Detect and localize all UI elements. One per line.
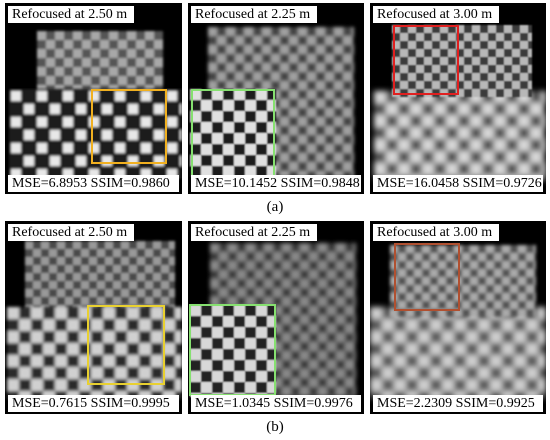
panel-b-1: Refocused at 2.50 m MSE=0.7615 SSIM=0.99… xyxy=(5,221,182,414)
highlight-box xyxy=(393,25,459,95)
highlight-box xyxy=(191,89,275,179)
highlight-box xyxy=(91,89,167,164)
checkerboard-image xyxy=(190,27,354,177)
panel-b-3: Refocused at 3.00 m MSE=2.2309 SSIM=0.99… xyxy=(370,221,546,414)
panel-a-2: Refocused at 2.25 m MSE=10.1452 SSIM=0.9… xyxy=(188,3,364,194)
refocus-label: Refocused at 2.50 m xyxy=(8,224,135,241)
metrics-label: MSE=6.8953 SSIM=0.9860 xyxy=(8,175,179,192)
refocus-label: Refocused at 3.00 m xyxy=(373,224,500,241)
metrics-label: MSE=1.0345 SSIM=0.9976 xyxy=(191,395,361,412)
refocus-label: Refocused at 2.50 m xyxy=(8,6,135,23)
caption-a: (a) xyxy=(266,199,284,215)
checkerboard-image xyxy=(190,243,356,397)
checkerboard-image xyxy=(370,245,546,399)
highlight-box xyxy=(87,305,165,385)
metrics-label: MSE=2.2309 SSIM=0.9925 xyxy=(373,395,543,412)
panel-a-1: Refocused at 2.50 m MSE=6.8953 SSIM=0.98… xyxy=(5,3,182,194)
panel-b-2: Refocused at 2.25 m MSE=1.0345 SSIM=0.99… xyxy=(188,221,364,414)
metrics-label: MSE=16.0458 SSIM=0.9726 xyxy=(373,175,543,192)
refocus-label: Refocused at 2.25 m xyxy=(191,6,318,23)
panel-a-3: Refocused at 3.00 m MSE=16.0458 SSIM=0.9… xyxy=(370,3,546,194)
refocus-label: Refocused at 3.00 m xyxy=(373,6,500,23)
highlight-box xyxy=(394,243,460,311)
checkerboard-image xyxy=(9,31,182,179)
metrics-label: MSE=10.1452 SSIM=0.9848 xyxy=(191,175,361,192)
checkerboard-image xyxy=(374,25,546,181)
metrics-label: MSE=0.7615 SSIM=0.9995 xyxy=(8,395,179,412)
refocus-label: Refocused at 2.25 m xyxy=(191,224,318,241)
caption-b: (b) xyxy=(266,419,284,435)
highlight-box xyxy=(189,304,276,396)
